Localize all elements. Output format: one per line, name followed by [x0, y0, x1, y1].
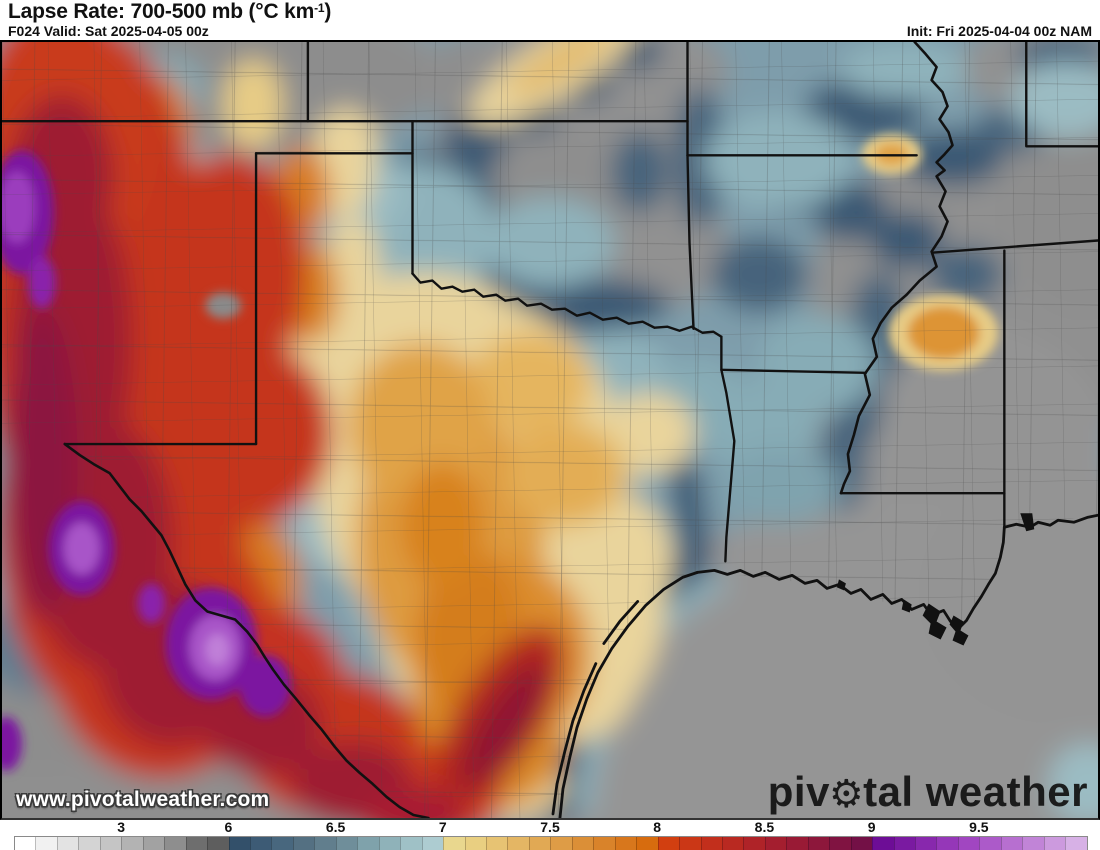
site-url-watermark: www.pivotalweather.com: [16, 788, 270, 811]
colorbar-tick-labels: 3 6 6.5 7 7.5 8 8.5 9 9.5: [14, 819, 1086, 835]
colorbar-swatch: [721, 837, 744, 850]
colorbar-tick-label: 9.5: [969, 819, 989, 835]
map-header: Lapse Rate: 700-500 mb (°C km-1) F024 Va…: [0, 0, 1100, 40]
brand-text-pre: piv: [767, 768, 830, 815]
colorbar-tick-label: 7: [438, 819, 447, 835]
colorbar-swatch: [915, 837, 937, 850]
colorbar-swatch: [378, 837, 401, 850]
colorbar-swatch: [872, 837, 894, 850]
colorbar-swatch: [829, 837, 851, 850]
colorbar-tick-label: 8.5: [754, 819, 775, 835]
colorbar-tick-label: 6: [224, 819, 233, 835]
colorbar-swatch: [850, 837, 873, 850]
colorbar-swatch: [786, 837, 808, 850]
colorbar-swatch: [228, 837, 250, 850]
colorbar-swatch: [99, 837, 122, 850]
colorbar-swatch: [957, 837, 980, 850]
colorbar-swatch: [1000, 837, 1023, 850]
colorbar-swatch: [657, 837, 680, 850]
colorbar-tick-label: 6.5: [325, 819, 346, 835]
colorbar-swatch: [979, 837, 1001, 850]
colorbar-swatch: [464, 837, 486, 850]
delta-marsh-shapes: [836, 513, 1035, 646]
colorbar-swatch: [1043, 837, 1066, 850]
colorbar-swatch: [593, 837, 615, 850]
colorbar-swatch: [1022, 837, 1044, 850]
model-init-label: Init: Fri 2025-04-04 00z NAM: [906, 22, 1092, 39]
colorbar-swatch: [335, 837, 358, 850]
colorbar-swatch: [571, 837, 594, 850]
river-boundaries: [63, 42, 954, 818]
colorbar-swatch: [507, 837, 529, 850]
state-boundaries: [2, 42, 1098, 563]
colorbar-swatch: [807, 837, 830, 850]
brand-text-post: tal weather: [863, 768, 1088, 815]
colorbar-tick-label: 7.5: [540, 819, 560, 835]
colorbar-swatch: [443, 837, 465, 850]
colorbar-swatch: [936, 837, 958, 850]
colorbar-swatch: [636, 837, 658, 850]
colorbar-swatch: [292, 837, 315, 850]
product-title-close: ): [324, 0, 332, 23]
colorbar-swatch: [485, 837, 508, 850]
colorbar-swatch: [357, 837, 379, 850]
colorbar-swatch: [528, 837, 551, 850]
gear-icon: ⚙: [828, 773, 865, 816]
colorbar-swatch: [164, 837, 186, 850]
coastline: [551, 513, 1098, 818]
colorbar-tick-label: 3: [117, 819, 126, 835]
colorbar-tick-label: 9: [867, 819, 876, 835]
product-title: Lapse Rate: 700-500 mb (°C km-1): [8, 0, 331, 24]
colorbar-swatch: [78, 837, 100, 850]
colorbar-legend: 3 6 6.5 7 7.5 8 8.5 9 9.5: [0, 819, 1100, 850]
colorbar-swatch: [679, 837, 701, 850]
colorbar-swatch: [207, 837, 229, 850]
colorbar: [14, 836, 1088, 850]
colorbar-swatch: [893, 837, 916, 850]
colorbar-swatch: [550, 837, 572, 850]
product-title-text: Lapse Rate: 700-500 mb (°C km: [8, 0, 315, 23]
colorbar-swatch: [185, 837, 208, 850]
colorbar-swatch: [743, 837, 765, 850]
brand-watermark: piv⚙tal weather: [768, 768, 1088, 816]
colorbar-swatch: [314, 837, 336, 850]
colorbar-swatch: [1065, 837, 1087, 850]
colorbar-swatch: [700, 837, 722, 850]
colorbar-swatch: [249, 837, 272, 850]
colorbar-swatch: [614, 837, 637, 850]
colorbar-swatch: [764, 837, 787, 850]
colorbar-swatch: [421, 837, 444, 850]
forecast-valid-label: F024 Valid: Sat 2025-04-05 00z: [8, 22, 209, 39]
product-title-superscript: -1: [314, 1, 325, 15]
colorbar-swatch: [56, 837, 79, 850]
colorbar-tick-label: 8: [653, 819, 662, 835]
colorbar-swatch: [15, 837, 36, 850]
colorbar-swatch: [271, 837, 293, 850]
colorbar-swatch: [400, 837, 422, 850]
colorbar-swatch: [142, 837, 165, 850]
colorbar-swatch: [121, 837, 143, 850]
forecast-map: www.pivotalweather.com piv⚙tal weather: [0, 40, 1100, 820]
lapse-rate-field: [2, 42, 1098, 818]
colorbar-swatch: [35, 837, 57, 850]
